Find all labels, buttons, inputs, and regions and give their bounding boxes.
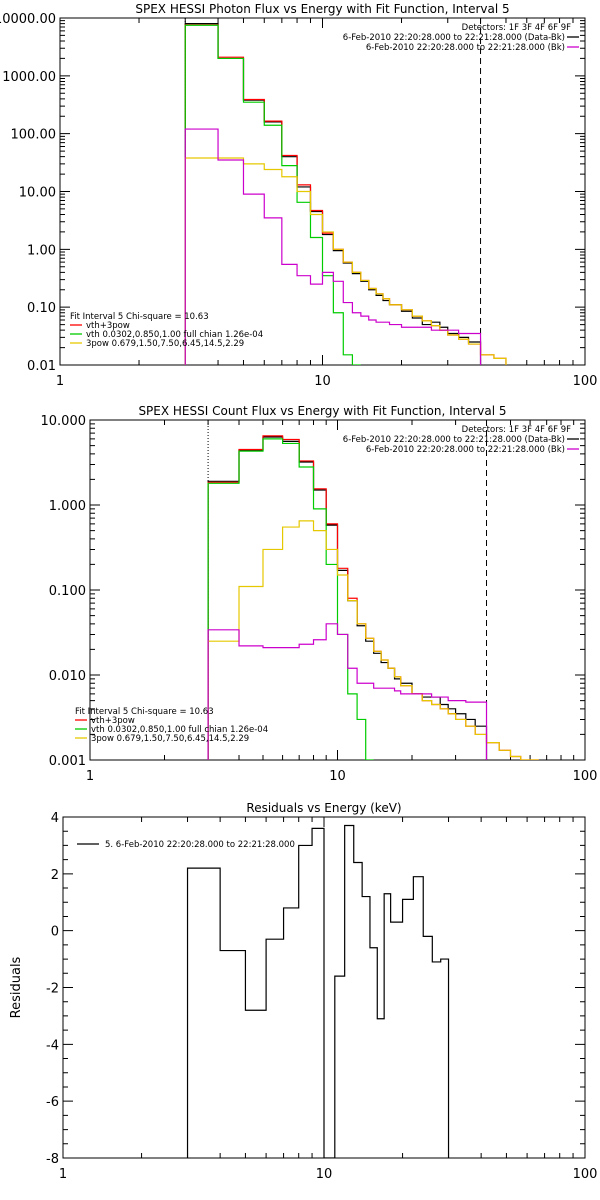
x-tick-label: 10 xyxy=(314,374,331,389)
y-tick-label: -2 xyxy=(46,982,59,997)
series-1-line xyxy=(186,824,450,1158)
y-tick-label: 4 xyxy=(51,811,59,826)
y-tick-label: 10.00 xyxy=(19,186,56,201)
legend-entry-label: vth 0.0302,0.850,1.00 full chian 1.26e-0… xyxy=(86,330,263,340)
series-5-line xyxy=(207,623,488,760)
chart-title: SPEX HESSI Photon Flux vs Energy with Fi… xyxy=(135,2,509,16)
chart-title: SPEX HESSI Count Flux vs Energy with Fit… xyxy=(138,404,506,418)
y-tick-label: 0 xyxy=(51,925,59,940)
fit-info-label: Fit Interval 5 Chi-square = 10.63 xyxy=(70,312,209,322)
detectors-label: Detectors: 1F 3F 4F 6F 9F xyxy=(462,425,571,435)
x-tick-label: 100 xyxy=(573,374,598,389)
y-tick-label: 0.010 xyxy=(49,669,86,684)
chart-title: Residuals vs Energy (keV) xyxy=(246,801,401,815)
y-tick-label: 10000.00 xyxy=(0,12,56,27)
x-tick-label: 1 xyxy=(86,769,94,784)
y-tick-label: 0.001 xyxy=(49,754,86,769)
chart-panel-2: SPEX HESSI Count Flux vs Energy with Fit… xyxy=(41,404,598,784)
y-axis-label: Residuals xyxy=(9,956,24,1018)
legend-entry-label: vth+3pow xyxy=(86,321,130,331)
y-tick-label: 1000.00 xyxy=(2,70,56,85)
y-tick-label: 10.000 xyxy=(41,414,87,429)
legend-entry-label: vth 0.0302,0.850,1.00 full chian 1.26e-0… xyxy=(91,725,268,735)
y-tick-label: 100.00 xyxy=(11,128,57,143)
x-tick-label: 1 xyxy=(59,1167,67,1182)
x-tick-label: 10 xyxy=(329,769,346,784)
legend-entry-label: 5. 6-Feb-2010 22:20:28.000 to 22:21:28.0… xyxy=(105,840,295,850)
y-tick-label: 1.00 xyxy=(27,243,56,258)
series-2-line xyxy=(184,24,507,365)
legend-entry-label: 6-Feb-2010 22:20:28.000 to 22:21:28.000 … xyxy=(366,445,565,455)
fit-info-label: Fit Interval 5 Chi-square = 10.63 xyxy=(75,707,214,717)
chart-panel-3: Residuals vs Energy (keV) 1 10 100 4 2 0 -2 -4 -6… xyxy=(9,801,597,1182)
x-tick-label: 100 xyxy=(573,769,598,784)
legend-entry-label: 6-Feb-2010 22:20:28.000 to 22:21:28.000 … xyxy=(343,33,565,43)
y-tick-label: 0.100 xyxy=(49,584,86,599)
legend-entry-label: 6-Feb-2010 22:20:28.000 to 22:21:28.000 … xyxy=(366,43,565,53)
series-3-line xyxy=(207,438,374,760)
y-tick-label: -6 xyxy=(46,1095,59,1110)
legend-entry-label: 3pow 0.679,1.50,7.50,6.45,14.5,2.29 xyxy=(86,339,244,349)
series-5-line xyxy=(184,128,482,365)
y-tick-label: -8 xyxy=(46,1152,59,1167)
x-tick-label: 100 xyxy=(573,1167,598,1182)
detectors-label: Detectors: 1F 3F 4F 6F 9F xyxy=(462,23,571,33)
series-4-line xyxy=(184,157,507,365)
y-tick-label: 0.01 xyxy=(27,359,56,374)
y-tick-label: 0.10 xyxy=(27,301,56,316)
series-1-line xyxy=(184,23,482,365)
y-tick-label: 2 xyxy=(51,868,59,883)
x-tick-label: 10 xyxy=(316,1167,333,1182)
legend-entry-label: 3pow 0.679,1.50,7.50,6.45,14.5,2.29 xyxy=(91,734,249,744)
chart-panel-1: SPEX HESSI Photon Flux vs Energy with Fi… xyxy=(0,2,597,389)
y-tick-label: 1.000 xyxy=(49,499,86,514)
legend-entry-label: vth+3pow xyxy=(91,716,135,726)
series-4-line xyxy=(207,520,539,760)
y-tick-label: -4 xyxy=(46,1038,59,1053)
legend-entry-label: 6-Feb-2010 22:20:28.000 to 22:21:28.000 … xyxy=(343,435,565,445)
series-2-line xyxy=(207,435,539,760)
x-tick-label: 1 xyxy=(56,374,64,389)
series-3-line xyxy=(184,24,361,365)
